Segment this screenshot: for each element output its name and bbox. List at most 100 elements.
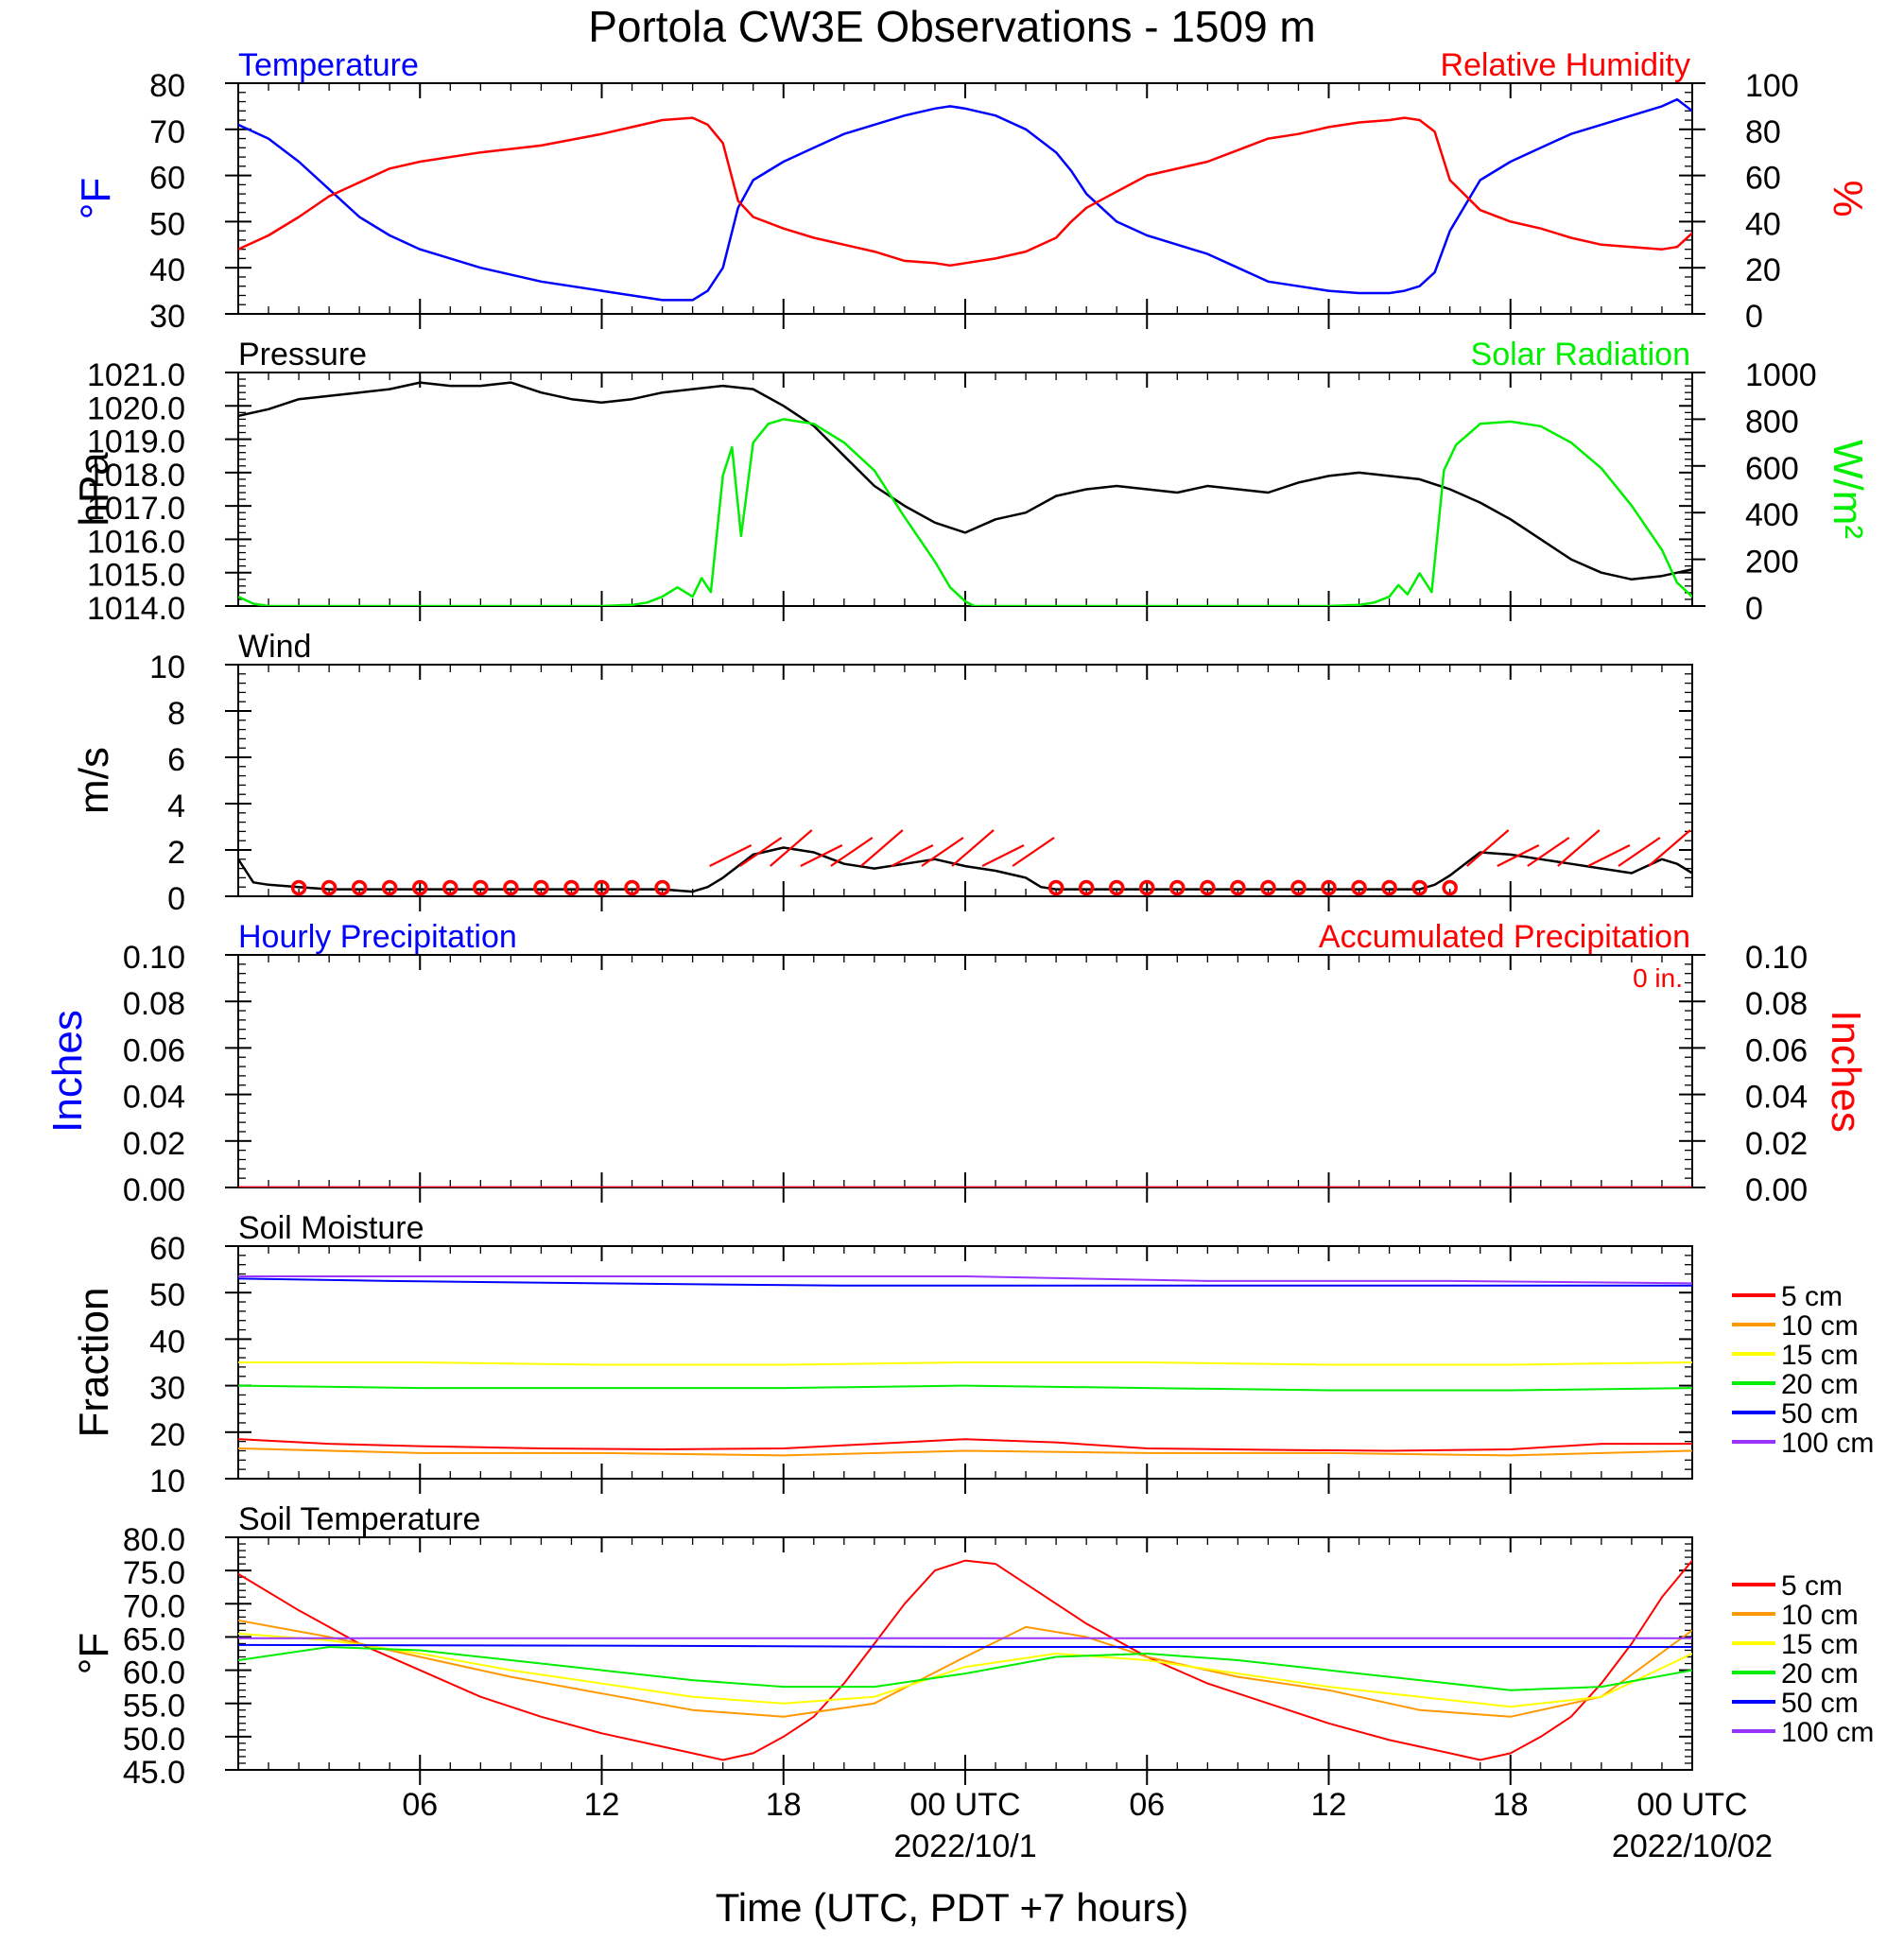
- y-tick-label-left: 30: [149, 1371, 185, 1407]
- x-tick-label: 12: [1311, 1787, 1347, 1823]
- series-line-50-cm: [238, 1643, 1692, 1648]
- y-tick-label-left: 0.08: [123, 986, 185, 1022]
- y-tick-label-left: 0.10: [123, 940, 185, 976]
- y-tick-label-left: 50: [149, 206, 185, 242]
- calm-wind-marker: [381, 879, 398, 896]
- calm-wind-marker: [351, 879, 368, 896]
- series-group: [238, 381, 1692, 606]
- wind-barb: [1527, 837, 1570, 867]
- calm-wind-marker: [1139, 879, 1155, 896]
- y-tick-label-right: 1000: [1745, 357, 1817, 393]
- y-tick-label-left: 45.0: [123, 1755, 185, 1791]
- calm-wind-marker: [1169, 879, 1186, 896]
- calm-wind-marker: [594, 879, 610, 896]
- calm-wind-marker: [563, 879, 580, 896]
- series-line-10-cm: [238, 1619, 1692, 1718]
- y-axis-title-left: Fraction: [71, 1288, 117, 1438]
- x-tick-label: 00 UTC: [1636, 1787, 1747, 1823]
- panel-precipitation: 0.10 0.08 0.06 0.04 0.02 0.00 0.10 0.08 0.06 0.04…: [44, 919, 1869, 1208]
- calm-wind-marker: [533, 879, 549, 896]
- x-tick-label: 18: [1493, 1787, 1529, 1823]
- series-group: [238, 1275, 1692, 1457]
- y-tick-label-left: 1020.0: [87, 390, 185, 426]
- wind-barbs: [290, 829, 1691, 896]
- y-tick-label-left: 8: [167, 696, 185, 732]
- panel-title-left: Hourly Precipitation: [238, 919, 517, 955]
- y-tick-label-left: 2: [167, 835, 185, 871]
- y-tick-label-left: 6: [167, 742, 185, 778]
- calm-wind-marker: [290, 879, 307, 896]
- y-tick-label-left: 40: [149, 1324, 185, 1360]
- wind-barb: [770, 829, 813, 867]
- y-axis-title-right: Inches: [1823, 1010, 1869, 1133]
- y-tick-label-left: 30: [149, 299, 185, 335]
- y-tick-label-left: 0: [167, 881, 185, 917]
- y-axis-title-right: W/m²: [1825, 440, 1871, 539]
- y-tick-label-left: 10: [149, 1464, 185, 1499]
- calm-wind-marker: [1321, 879, 1337, 896]
- y-tick-label-right: 60: [1745, 161, 1781, 197]
- panel-title-left: Soil Moisture: [238, 1210, 424, 1246]
- x-axis-title: Time (UTC, PDT +7 hours): [716, 1885, 1189, 1930]
- panel-wind: 10 8 6 4 2 0 Wind m/s: [71, 629, 1693, 917]
- calm-wind-marker: [320, 879, 338, 896]
- panel-soil-moisture: 60 50 40 30 20 10 Soil Moisture Fraction 5 cm10 …: [71, 1210, 1874, 1499]
- y-tick-label-left: 1016.0: [87, 524, 185, 560]
- calm-wind-marker: [1442, 879, 1458, 896]
- series-line-5-cm: [238, 1438, 1692, 1452]
- y-tick-label-left: 65.0: [123, 1621, 185, 1657]
- y-tick-label-right: 0: [1745, 299, 1763, 335]
- series-line-50-cm: [238, 1277, 1692, 1287]
- x-tick-label: 12: [584, 1787, 620, 1823]
- y-tick-label-left: 0.06: [123, 1032, 185, 1068]
- series-group: [238, 1559, 1692, 1761]
- y-tick-label-right: 200: [1745, 545, 1799, 581]
- wind-barb: [739, 837, 783, 867]
- calm-wind-marker: [1200, 879, 1216, 896]
- x-tick-label: 06: [402, 1787, 438, 1823]
- y-tick-label-left: 10: [149, 650, 185, 685]
- y-tick-label-right: 100: [1745, 68, 1799, 104]
- y-tick-label-right: 20: [1745, 252, 1781, 288]
- y-tick-label-right: 600: [1745, 451, 1799, 487]
- y-tick-label-left: 50.0: [123, 1722, 185, 1758]
- panel-frame: [237, 82, 1693, 315]
- y-tick-label-left: 50: [149, 1277, 185, 1313]
- calm-wind-marker: [1290, 879, 1307, 896]
- series-line-temperature: [238, 97, 1692, 302]
- calm-wind-marker: [442, 879, 459, 896]
- calm-wind-marker: [1230, 879, 1246, 896]
- wind-barb: [1465, 829, 1510, 867]
- y-tick-label-left: 1021.0: [87, 357, 185, 393]
- x-tick-label: 06: [1129, 1787, 1165, 1823]
- y-tick-label-right: 0: [1745, 591, 1763, 627]
- legend-label: 10 cm: [1781, 1310, 1859, 1342]
- y-tick-label-left: 60.0: [123, 1655, 185, 1691]
- series-line-wind: [238, 846, 1692, 893]
- y-tick-label-left: 1014.0: [87, 591, 185, 627]
- y-tick-label-left: 1018.0: [87, 458, 185, 494]
- wind-barb: [800, 844, 843, 867]
- y-tick-label-right: 80: [1745, 114, 1781, 150]
- wind-barb: [1497, 844, 1540, 867]
- panel-title-left: Wind: [238, 629, 311, 665]
- y-tick-label-right: 0.10: [1745, 940, 1808, 976]
- legend-label: 50 cm: [1781, 1398, 1859, 1430]
- series-line-5-cm: [238, 1559, 1692, 1761]
- y-tick-label-right: 800: [1745, 404, 1799, 440]
- y-tick-label-left: 0.04: [123, 1080, 185, 1116]
- wind-barb: [1557, 829, 1601, 867]
- panel-title-right: Solar Radiation: [1471, 337, 1690, 373]
- y-axis-title-left: hPa: [71, 452, 117, 527]
- y-tick-label-left: 55.0: [123, 1689, 185, 1724]
- y-tick-label-right: 0.02: [1745, 1126, 1808, 1162]
- calm-wind-marker: [1351, 879, 1367, 896]
- y-tick-label-left: 80: [149, 68, 185, 104]
- wind-barb: [951, 829, 995, 867]
- calm-wind-marker: [1078, 879, 1095, 896]
- y-tick-label-left: 80.0: [123, 1522, 185, 1558]
